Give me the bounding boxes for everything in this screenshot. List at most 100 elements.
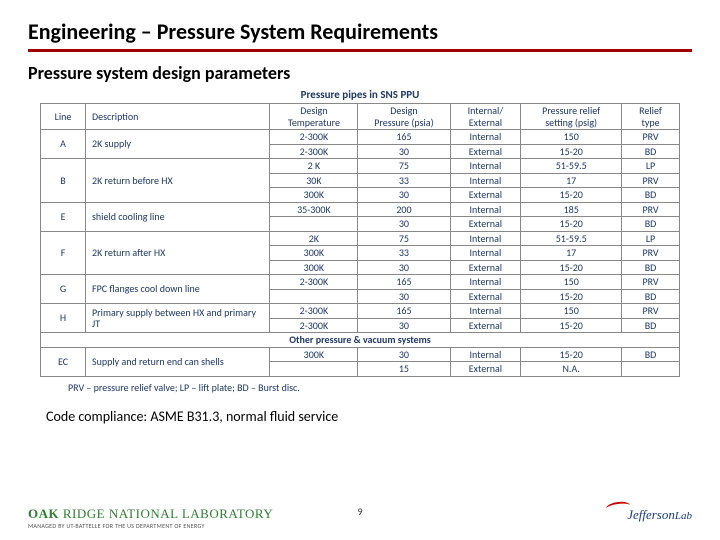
cell: 30 <box>358 318 450 333</box>
hdr-intext: Internal/External <box>450 104 521 130</box>
cell: External <box>450 188 521 203</box>
cell: 15-20 <box>521 217 622 232</box>
cell: BD <box>622 318 680 333</box>
table-legend: PRV – pressure relief valve; LP – lift p… <box>68 381 692 394</box>
table-row: ECSupply and return end can shells300K30… <box>41 347 680 362</box>
cell: 150 <box>521 275 622 290</box>
cell: 15-20 <box>521 144 622 159</box>
table-row: HPrimary supply between HX and primary J… <box>41 304 680 319</box>
slide-subtitle: Pressure system design parameters <box>28 62 692 84</box>
cell: 30 <box>358 260 450 275</box>
cell: LP <box>622 231 680 246</box>
cell: Internal <box>450 347 521 362</box>
cell <box>270 217 358 232</box>
cell-desc: Supply and return end can shells <box>86 347 270 376</box>
cell: PRV <box>622 173 680 188</box>
cell: 150 <box>521 130 622 145</box>
cell <box>270 362 358 377</box>
cell: N.A. <box>521 362 622 377</box>
cell-line: H <box>41 304 86 333</box>
cell: 2 K <box>270 159 358 174</box>
cell-line: A <box>41 130 86 159</box>
cell: Internal <box>450 231 521 246</box>
cell: 33 <box>358 173 450 188</box>
table-row: A2K supply2-300K165Internal150PRV <box>41 130 680 145</box>
cell: BD <box>622 289 680 304</box>
cell: 17 <box>521 173 622 188</box>
cell: 165 <box>358 130 450 145</box>
cell: 200 <box>358 202 450 217</box>
cell <box>270 289 358 304</box>
compliance-text: Code compliance: ASME B31.3, normal flui… <box>46 408 692 425</box>
cell-line: G <box>41 275 86 304</box>
cell: Internal <box>450 246 521 261</box>
cell: 2-300K <box>270 304 358 319</box>
cell: 30 <box>358 347 450 362</box>
table-row: F2K return after HX2K75Internal51-59.5LP <box>41 231 680 246</box>
hdr-line: Line <box>41 104 86 130</box>
table-row: B2K return before HX2 K75Internal51-59.5… <box>41 159 680 174</box>
cell: 51-59.5 <box>521 159 622 174</box>
pressure-table: Line Description DesignTemperature Desig… <box>40 103 680 377</box>
cell: Internal <box>450 130 521 145</box>
cell: 30 <box>358 188 450 203</box>
cell-desc: 2K supply <box>86 130 270 159</box>
cell: 300K <box>270 188 358 203</box>
cell: 185 <box>521 202 622 217</box>
cell: 15-20 <box>521 188 622 203</box>
cell: 30 <box>358 289 450 304</box>
cell: 2-300K <box>270 144 358 159</box>
cell: 51-59.5 <box>521 231 622 246</box>
cell: 15-20 <box>521 289 622 304</box>
hdr-relief-type: Relieftype <box>622 104 680 130</box>
cell: BD <box>622 144 680 159</box>
section-row: Other pressure & vacuum systems <box>41 333 680 348</box>
jlab-logo: JeffersonLab <box>627 506 692 524</box>
cell: 165 <box>358 304 450 319</box>
cell-line: E <box>41 202 86 231</box>
cell: 2-300K <box>270 275 358 290</box>
cell: BD <box>622 260 680 275</box>
table-header-row: Line Description DesignTemperature Desig… <box>41 104 680 130</box>
cell: External <box>450 217 521 232</box>
slide-title: Engineering – Pressure System Requiremen… <box>28 18 692 52</box>
ornl-logo: OAK RIDGE NATIONAL LABORATORY MANAGED BY… <box>28 506 273 530</box>
cell: 15-20 <box>521 318 622 333</box>
cell: 33 <box>358 246 450 261</box>
cell: 300K <box>270 260 358 275</box>
cell: External <box>450 362 521 377</box>
cell-desc: shield cooling line <box>86 202 270 231</box>
cell: External <box>450 260 521 275</box>
cell: PRV <box>622 275 680 290</box>
cell: LP <box>622 159 680 174</box>
cell: 2-300K <box>270 130 358 145</box>
cell: 75 <box>358 231 450 246</box>
cell-desc: Primary supply between HX and primary JT <box>86 304 270 333</box>
cell: 2K <box>270 231 358 246</box>
cell: 165 <box>358 275 450 290</box>
cell: BD <box>622 188 680 203</box>
cell: Internal <box>450 202 521 217</box>
cell: 30 <box>358 144 450 159</box>
cell-desc: FPC flanges cool down line <box>86 275 270 304</box>
cell: PRV <box>622 202 680 217</box>
cell: PRV <box>622 304 680 319</box>
cell: Internal <box>450 275 521 290</box>
cell: BD <box>622 347 680 362</box>
cell: 30K <box>270 173 358 188</box>
cell: Internal <box>450 159 521 174</box>
cell-desc: 2K return after HX <box>86 231 270 275</box>
cell: 150 <box>521 304 622 319</box>
cell: BD <box>622 217 680 232</box>
cell: 30 <box>358 217 450 232</box>
cell <box>622 362 680 377</box>
cell: 35-300K <box>270 202 358 217</box>
cell-line: F <box>41 231 86 275</box>
cell: PRV <box>622 246 680 261</box>
cell: 2-300K <box>270 318 358 333</box>
cell-line: B <box>41 159 86 203</box>
cell: External <box>450 144 521 159</box>
cell: 15 <box>358 362 450 377</box>
footer: OAK RIDGE NATIONAL LABORATORY MANAGED BY… <box>0 494 720 530</box>
hdr-press: DesignPressure (psia) <box>358 104 450 130</box>
